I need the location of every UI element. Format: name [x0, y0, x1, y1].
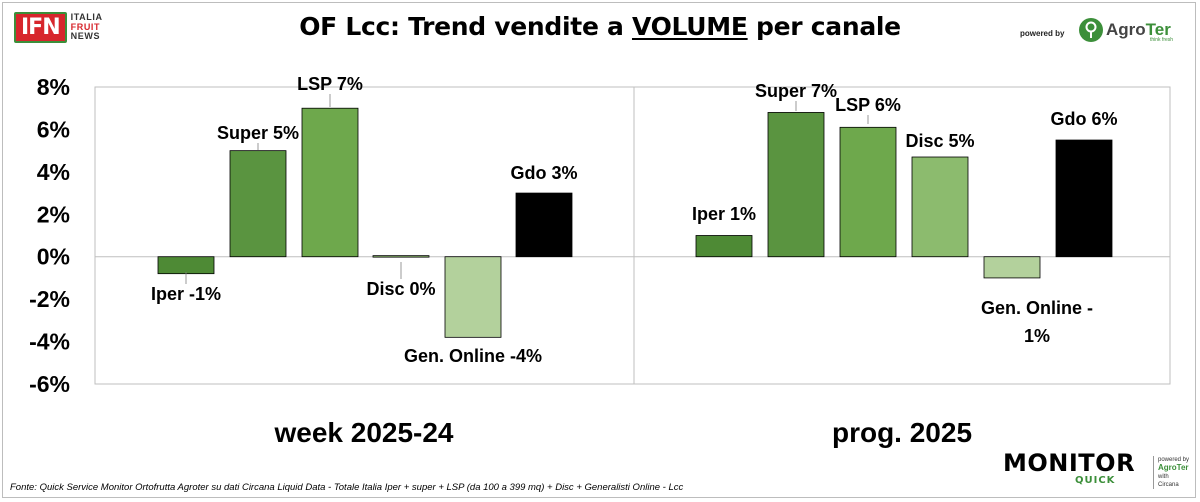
agroter-logo: AgroTer: [1078, 17, 1171, 43]
bar-0-0: [157, 256, 215, 275]
y-tick-label: 6%: [37, 116, 70, 142]
y-tick-label: 8%: [37, 74, 70, 100]
bar-1-0: [695, 235, 753, 258]
ifn-logo-line1: ITALIA: [70, 12, 103, 23]
bar-0-5: [515, 192, 573, 258]
bar-0-2: [301, 107, 359, 258]
panel-label-0: week 2025-24: [273, 417, 453, 448]
bar-data-label-1-4: Gen. Online - 1%: [981, 298, 1093, 346]
y-tick-label: 2%: [37, 201, 70, 227]
y-tick-label: -6%: [29, 371, 70, 397]
bar-data-label-0-0: Iper -1%: [151, 284, 221, 304]
bar-0-3: [372, 255, 430, 258]
bar-data-label-1-0: Iper 1%: [692, 204, 756, 224]
side-note-line1: powered by: [1158, 457, 1190, 463]
y-tick-label: -2%: [29, 286, 70, 312]
bar-data-label-0-4: Gen. Online -4%: [404, 346, 542, 366]
y-tick-label: 0%: [37, 244, 70, 270]
agroter-tagline: think fresh: [1150, 37, 1174, 43]
bar-data-label-line: Gdo 6%: [1050, 109, 1117, 129]
bar-data-label-line: Gen. Online -: [981, 298, 1093, 318]
agroter-agro: Agro: [1106, 20, 1146, 39]
panel-label-1: prog. 2025: [832, 417, 972, 448]
ifn-logo-mark: IFN: [14, 12, 67, 43]
monitor-side-note: powered by AgroTer with Circana: [1153, 456, 1189, 489]
bar-data-label-line: Iper -1%: [151, 284, 221, 304]
powered-by-label: powered by: [1020, 29, 1065, 38]
bar-data-label-line: Gdo 3%: [510, 163, 577, 183]
bar-data-label-0-3: Disc 0%: [366, 279, 435, 299]
plot-area-border: [94, 86, 1171, 385]
chart-title-post: per canale: [747, 12, 901, 41]
monitor-quick-logo: MONITOR QUICK: [1003, 449, 1136, 486]
tree-icon: [1079, 18, 1103, 42]
bar-data-label-0-2: LSP 7%: [297, 74, 363, 94]
bar-1-4: [983, 256, 1041, 279]
chart-title: OF Lcc: Trend vendite a VOLUME per canal…: [0, 12, 1200, 41]
ifn-logo-words: ITALIA FRUIT NEWS: [71, 13, 103, 42]
monitor-quick-word: QUICK: [1075, 475, 1116, 486]
bar-data-label-0-5: Gdo 3%: [510, 163, 577, 183]
bar-data-label-1-2: LSP 6%: [835, 95, 901, 115]
bar-data-label-line: Disc 0%: [366, 279, 435, 299]
side-note-line2: AgroTer: [1158, 463, 1189, 472]
monitor-word: MONITOR: [1003, 449, 1136, 477]
agroter-ter: Ter: [1145, 20, 1171, 39]
ifn-logo-line2: FRUIT: [70, 21, 101, 32]
y-tick-label: 4%: [37, 159, 70, 185]
ifn-logo-line3: NEWS: [70, 31, 101, 42]
bar-1-2: [839, 126, 897, 258]
ifn-logo: IFN ITALIA FRUIT NEWS: [14, 12, 103, 43]
chart-title-pre: OF Lcc: Trend vendite a: [299, 12, 632, 41]
bar-data-label-1-1: Super 7%: [755, 81, 837, 101]
bar-data-label-line: Gen. Online -4%: [404, 346, 542, 366]
bar-data-label-line: 1%: [1024, 326, 1050, 346]
bar-data-label-line: Disc 5%: [905, 131, 974, 151]
bar-data-label-line: Super 7%: [755, 81, 837, 101]
bar-data-label-line: Super 5%: [217, 123, 299, 143]
bar-data-label-1-5: Gdo 6%: [1050, 109, 1117, 129]
bar-0-1: [229, 150, 287, 258]
bar-1-1: [767, 112, 825, 258]
y-tick-label: -4%: [29, 329, 70, 355]
bar-data-label-line: Iper 1%: [692, 204, 756, 224]
chart-title-underlined: VOLUME: [631, 12, 748, 41]
bar-data-label-0-1: Super 5%: [217, 123, 299, 143]
bar-data-label-1-3: Disc 5%: [905, 131, 974, 151]
side-note-line4: Circana: [1158, 482, 1179, 488]
bar-1-3: [911, 156, 969, 258]
side-note-line3: with: [1158, 474, 1169, 480]
bar-data-label-line: LSP 6%: [835, 95, 901, 115]
agroter-wordmark: AgroTer: [1106, 20, 1171, 40]
bar-data-label-line: LSP 7%: [297, 74, 363, 94]
bar-0-4: [444, 256, 502, 338]
source-note: Fonte: Quick Service Monitor Ortofrutta …: [10, 482, 684, 493]
bar-1-5: [1055, 139, 1113, 258]
